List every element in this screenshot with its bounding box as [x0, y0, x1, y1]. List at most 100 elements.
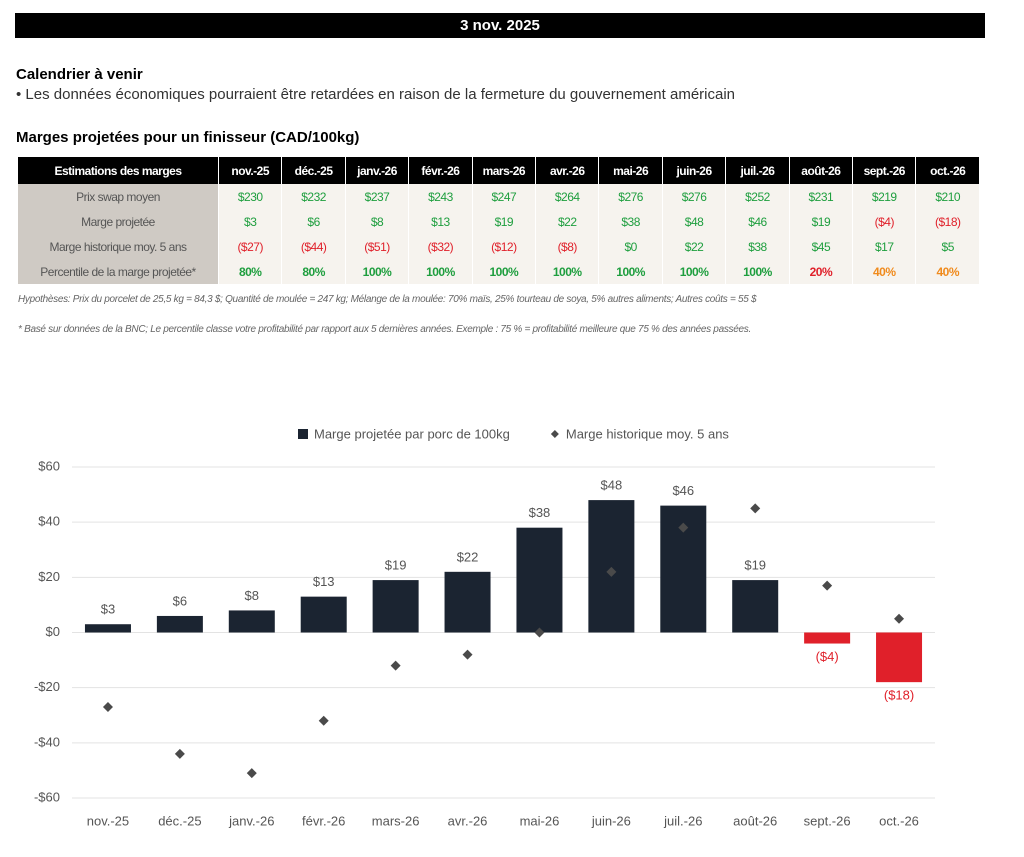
value-label: $19	[744, 558, 766, 573]
cell: ($18)	[915, 209, 980, 234]
diamond-marker	[102, 701, 113, 712]
table-row: Percentile de la marge projetée* 80% 80% 10…	[18, 259, 980, 284]
cell: $19	[472, 209, 537, 234]
x-tick-label: oct.-26	[879, 813, 919, 828]
value-label: $48	[601, 478, 623, 493]
cell: $22	[662, 234, 727, 259]
legend-swatch	[550, 430, 559, 438]
value-label: $8	[245, 588, 259, 603]
calendar-title: Calendrier à venir	[16, 66, 143, 83]
cell: 100%	[535, 259, 600, 284]
x-tick-label: mai-26	[520, 813, 560, 828]
value-label: $19	[385, 558, 407, 573]
diamond-marker	[606, 566, 617, 577]
cell: 100%	[472, 259, 537, 284]
calendar-bullet: • Les données économiques pourraient êtr…	[16, 86, 736, 103]
y-tick-label: -$20	[34, 679, 60, 694]
row-label: Percentile de la marge projetée*	[18, 259, 219, 284]
margin-table: Estimations des marges nov.-25 déc.-25 janv…	[18, 157, 980, 284]
column-header: nov.-25	[218, 157, 283, 184]
legend-label: Marge historique moy. 5 ans	[566, 426, 730, 441]
table-row: Prix swap moyen $230 $232 $237 $243 $247 $264 $…	[18, 184, 980, 209]
x-tick-label: janv.-26	[228, 813, 274, 828]
cell: 20%	[789, 259, 854, 284]
cell: $231	[789, 184, 854, 209]
cell: $48	[662, 209, 727, 234]
column-header: juin-26	[662, 157, 727, 184]
cell: 100%	[725, 259, 790, 284]
bar	[156, 615, 203, 633]
cell: $230	[218, 184, 283, 209]
cell: $46	[725, 209, 790, 234]
diamond-marker	[318, 715, 329, 726]
y-tick-label: -$40	[34, 734, 60, 749]
value-label: ($18)	[884, 688, 914, 703]
cell: $210	[915, 184, 980, 209]
diamond-marker	[678, 522, 689, 533]
bar	[228, 610, 275, 633]
cell: 40%	[915, 259, 980, 284]
x-tick-label: août-26	[733, 813, 777, 828]
date-banner: 3 nov. 2025	[15, 13, 985, 38]
cell: $276	[662, 184, 727, 209]
column-header: oct.-26	[915, 157, 980, 184]
cell: $19	[789, 209, 854, 234]
x-tick-label: févr.-26	[302, 813, 345, 828]
cell: $5	[915, 234, 980, 259]
column-header: janv.-26	[345, 157, 410, 184]
cell: $237	[345, 184, 410, 209]
cell: 100%	[345, 259, 410, 284]
diamond-marker	[822, 580, 833, 591]
cell: $8	[345, 209, 410, 234]
x-tick-label: mars-26	[372, 813, 420, 828]
cell: 40%	[852, 259, 917, 284]
row-label: Marge projetée	[18, 209, 219, 234]
y-tick-label: $20	[38, 569, 60, 584]
cell: $252	[725, 184, 790, 209]
diamond-marker	[246, 768, 257, 779]
column-header: avr.-26	[535, 157, 600, 184]
cell: ($8)	[535, 234, 600, 259]
cell: $276	[598, 184, 663, 209]
column-header: juil.-26	[725, 157, 790, 184]
diamond-marker	[894, 613, 905, 624]
bar	[876, 632, 923, 683]
x-tick-label: déc.-25	[158, 813, 201, 828]
x-tick-label: sept.-26	[804, 813, 851, 828]
y-tick-label: $60	[38, 458, 60, 473]
bar	[84, 624, 131, 633]
column-header: Estimations des marges	[18, 157, 219, 184]
table-row: Marge projetée $3 $6 $8 $13 $19 $22 $38 $48 $46 $1…	[18, 209, 980, 234]
x-tick-label: juin-26	[591, 813, 631, 828]
cell: $247	[472, 184, 537, 209]
diamond-marker	[462, 649, 473, 660]
bar	[516, 527, 563, 633]
column-header: mai-26	[598, 157, 663, 184]
x-tick-label: nov.-25	[87, 813, 129, 828]
cell: $38	[598, 209, 663, 234]
table-title: Marges projetées pour un finisseur (CAD/…	[16, 129, 360, 146]
column-header: sept.-26	[852, 157, 917, 184]
legend-swatch	[298, 429, 308, 439]
cell: $3	[218, 209, 283, 234]
cell: ($27)	[218, 234, 283, 259]
value-label: $13	[313, 574, 335, 589]
cell: $232	[281, 184, 346, 209]
cell: ($51)	[345, 234, 410, 259]
note: Hypothèses: Prix du porcelet de 25,5 kg …	[18, 294, 757, 305]
cell: $38	[725, 234, 790, 259]
cell: $264	[535, 184, 600, 209]
bar	[588, 500, 635, 633]
diamond-marker	[750, 503, 761, 514]
value-label: $6	[173, 593, 187, 608]
chart: -$60 -$40 -$20 $0 $20 $40 $60 nov.-25 déc.-25 jan…	[34, 426, 935, 828]
cell: $0	[598, 234, 663, 259]
y-tick-label: $40	[38, 514, 60, 529]
column-header: mars-26	[472, 157, 537, 184]
cell: $13	[408, 209, 473, 234]
cell: 80%	[218, 259, 283, 284]
cell: $243	[408, 184, 473, 209]
row-label: Marge historique moy. 5 ans	[18, 234, 219, 259]
diamond-marker	[390, 660, 401, 671]
